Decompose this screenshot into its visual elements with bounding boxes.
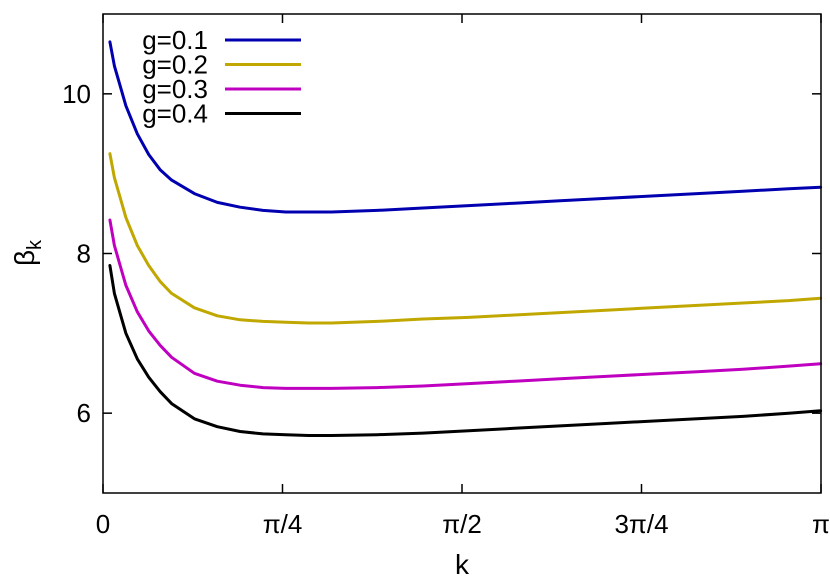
- legend-label: g=0.1: [142, 25, 208, 55]
- x-tick-label: π/4: [263, 509, 303, 539]
- y-axis-label-subscript: k: [24, 239, 46, 250]
- legend-label: g=0.4: [142, 99, 208, 129]
- x-tick-label: π/2: [442, 509, 482, 539]
- legend: g=0.1g=0.2g=0.3g=0.4: [142, 25, 301, 129]
- y-axis-label: βk: [9, 239, 46, 266]
- y-tick-label: 6: [77, 398, 91, 428]
- legend-label: g=0.2: [142, 50, 208, 80]
- series-line-g-0-2: [108, 152, 823, 325]
- series-line-g-0-3: [108, 218, 823, 390]
- y-tick-label: 8: [77, 239, 91, 269]
- y-axis-label-main: β: [9, 250, 40, 266]
- x-tick-label: 3π/4: [614, 509, 668, 539]
- x-tick-label: π: [812, 509, 830, 539]
- series-line-g-0-4: [108, 264, 823, 437]
- series-line-g-0-1: [108, 40, 823, 214]
- y-tick-label: 10: [62, 79, 91, 109]
- x-axis-label: k: [455, 549, 470, 580]
- legend-label: g=0.3: [142, 74, 208, 104]
- series-layer: [108, 40, 823, 437]
- plot-frame: [102, 13, 822, 494]
- ticks-layer: 0 π/4 π/2 3π/4 π 6 8 10: [62, 14, 830, 539]
- x-tick-label: 0: [96, 509, 110, 539]
